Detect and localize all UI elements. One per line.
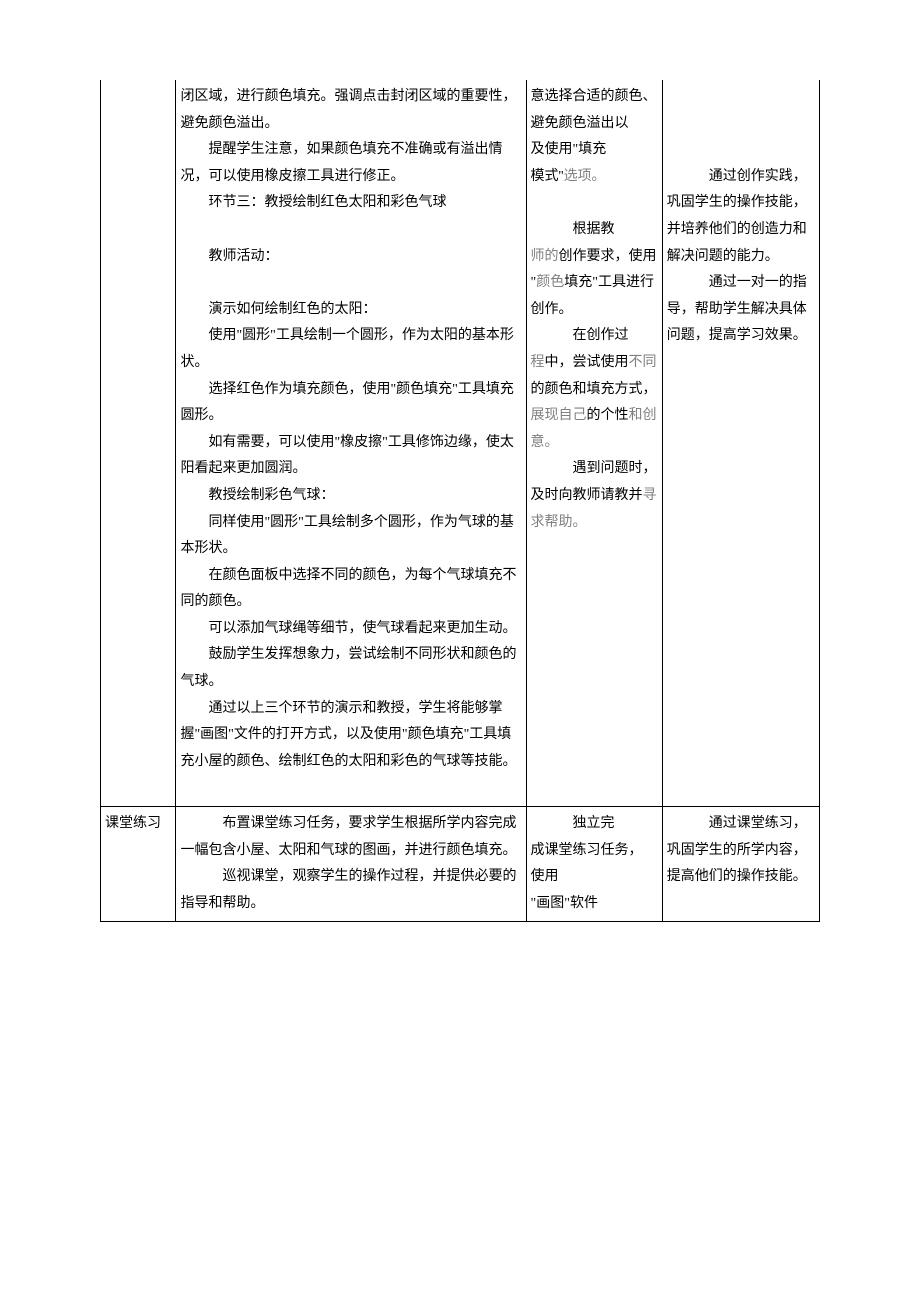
paragraph: 程中，尝试使用不同的颜色和填充方式，展现自己的个性和创意。: [531, 350, 658, 456]
paragraph: [531, 190, 658, 217]
paragraph: 成课堂练习任务，: [531, 838, 658, 865]
paragraph: "颜色填充"工具进行创作。: [531, 270, 658, 323]
table-row: 课堂练习 布置课堂练习任务，要求学生根据所学内容完成一幅包含小屋、太阳和气球的图…: [101, 807, 820, 922]
paragraph: [667, 111, 815, 138]
cell-student-activity: 独立完 成课堂练习任务， 使用 "画图"软件: [526, 807, 662, 922]
paragraph: 鼓励学生发挥想象力，尝试绘制不同形状和颜色的气球。: [180, 642, 521, 695]
paragraph: 及使用"填充: [531, 137, 658, 164]
text: 模式'': [531, 169, 564, 184]
paragraph: 使用"圆形"工具绘制一个圆形，作为太阳的基本形状。: [180, 323, 521, 376]
paragraph: 教师活动：: [180, 244, 521, 271]
paragraph: 教授绘制彩色气球：: [180, 483, 521, 510]
text: 成课堂练习任务，: [531, 843, 643, 858]
paragraph: 同样使用"圆形"工具绘制多个圆形，作为气球的基本形状。: [180, 510, 521, 563]
paragraph: [180, 217, 521, 244]
paragraph: 布置课堂练习任务，要求学生根据所学内容完成一幅包含小屋、太阳和气球的图画，并进行…: [180, 811, 521, 864]
text: 在创作过: [573, 328, 629, 343]
text: 的个性: [587, 408, 629, 423]
paragraph: 提醒学生注意，如果颜色填充不准确或有溢出情况，可以使用橡皮擦工具进行修正。: [180, 137, 521, 190]
paragraph: "画图"软件: [531, 891, 658, 918]
text: 创作要求，使用: [559, 249, 657, 264]
cell-stage: [101, 80, 176, 807]
paragraph: 通过创作实践，巩固学生的操作技能，并培养他们的创造力和解决问题的能力。: [667, 164, 815, 270]
paragraph: [180, 775, 521, 802]
paragraph: 选择红色作为填充颜色，使用"颜色填充"工具填充圆形。: [180, 377, 521, 430]
table-row: 闭区域，进行颜色填充。强调点击封闭区域的重要性，避免颜色溢出。 提醒学生注意，如…: [101, 80, 820, 807]
paragraph: 可以添加气球绳等细节，使气球看起来更加生动。: [180, 616, 521, 643]
paragraph: 环节三：教授绘制红色太阳和彩色气球: [180, 190, 521, 217]
paragraph: [180, 270, 521, 297]
paragraph: 演示如何绘制红色的太阳：: [180, 297, 521, 324]
paragraph: 意选择合适的颜色、避免颜色溢出以: [531, 84, 658, 137]
text-gray: 颜色: [536, 275, 564, 290]
paragraph: 在创作过: [531, 323, 658, 350]
paragraph: [667, 84, 815, 111]
text-gray: 师的: [531, 249, 559, 264]
paragraph: 使用: [531, 864, 658, 891]
cell-design-intent: 通过创作实践，巩固学生的操作技能，并培养他们的创造力和解决问题的能力。 通过一对…: [662, 80, 819, 807]
paragraph: 在颜色面板中选择不同的颜色，为每个气球填充不同的颜色。: [180, 563, 521, 616]
paragraph: 通过一对一的指导，帮助学生解决具体问题，提高学习效果。: [667, 270, 815, 350]
cell-design-intent: 通过课堂练习，巩固学生的所学内容，提高他们的操作技能。: [662, 807, 819, 922]
paragraph: 通过以上三个环节的演示和教授，学生将能够掌握"画图"文件的打开方式，以及使用"颜…: [180, 696, 521, 776]
text: 遇到问题时，及时向教师请教并: [531, 461, 657, 503]
cell-student-activity: 意选择合适的颜色、避免颜色溢出以 及使用"填充 模式''选项。 根据教 师的创作…: [526, 80, 662, 807]
paragraph: 师的创作要求，使用: [531, 244, 658, 271]
paragraph: 根据教: [531, 217, 658, 244]
text: 中，尝试使用: [545, 355, 629, 370]
paragraph: 巡视课堂，观察学生的操作过程，并提供必要的指导和帮助。: [180, 864, 521, 917]
text-gray: 不同: [629, 355, 657, 370]
cell-teacher-activity: 布置课堂练习任务，要求学生根据所学内容完成一幅包含小屋、太阳和气球的图画，并进行…: [176, 807, 526, 922]
paragraph: [667, 137, 815, 164]
cell-teacher-activity: 闭区域，进行颜色填充。强调点击封闭区域的重要性，避免颜色溢出。 提醒学生注意，如…: [176, 80, 526, 807]
text-gray: 程: [531, 355, 545, 370]
text-gray: 选项。: [564, 169, 606, 184]
page-container: 闭区域，进行颜色填充。强调点击封闭区域的重要性，避免颜色溢出。 提醒学生注意，如…: [0, 0, 920, 982]
paragraph: 通过课堂练习，巩固学生的所学内容，提高他们的操作技能。: [667, 811, 815, 891]
lesson-plan-table: 闭区域，进行颜色填充。强调点击封闭区域的重要性，避免颜色溢出。 提醒学生注意，如…: [100, 80, 820, 922]
paragraph: 模式''选项。: [531, 164, 658, 191]
text: 的颜色和填充方式，: [531, 382, 657, 397]
paragraph: 遇到问题时，及时向教师请教并寻求帮助。: [531, 456, 658, 536]
text-gray: 展现自己: [531, 408, 587, 423]
cell-stage: 课堂练习: [101, 807, 176, 922]
paragraph: 独立完: [531, 811, 658, 838]
paragraph: 闭区域，进行颜色填充。强调点击封闭区域的重要性，避免颜色溢出。: [180, 84, 521, 137]
paragraph: 如有需要，可以使用"橡皮擦"工具修饰边缘，使太阳看起来更加圆润。: [180, 430, 521, 483]
